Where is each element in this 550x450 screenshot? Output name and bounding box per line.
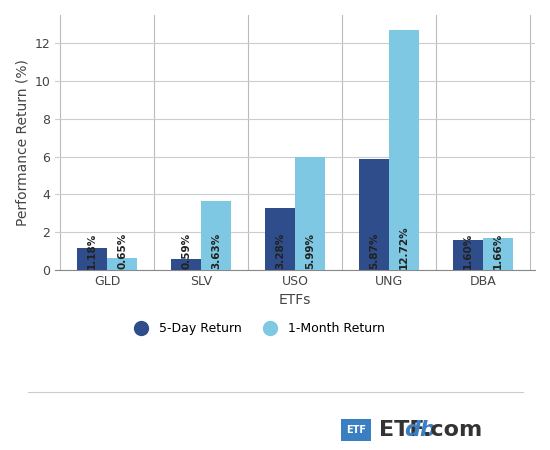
Bar — [171, 259, 201, 270]
Bar — [359, 159, 389, 270]
Text: ETF: ETF — [379, 420, 425, 440]
Bar — [389, 30, 419, 270]
Text: ETF: ETF — [346, 425, 366, 435]
Bar — [483, 238, 513, 270]
Text: 1.66%: 1.66% — [493, 233, 503, 269]
Legend: 5-Day Return, 1-Month Return: 5-Day Return, 1-Month Return — [123, 317, 390, 340]
Text: .com: .com — [422, 420, 483, 440]
Y-axis label: Performance Return (%): Performance Return (%) — [15, 59, 29, 226]
Text: 3.28%: 3.28% — [275, 233, 285, 269]
Text: 3.63%: 3.63% — [211, 233, 221, 269]
Bar — [107, 257, 138, 270]
Bar — [201, 201, 231, 270]
Bar — [453, 239, 483, 270]
Text: 0.59%: 0.59% — [181, 233, 191, 269]
Bar — [265, 208, 295, 270]
Bar — [295, 157, 325, 270]
X-axis label: ETFs: ETFs — [279, 293, 311, 307]
Bar — [77, 248, 107, 270]
Text: 1.18%: 1.18% — [87, 233, 97, 269]
Text: 1.60%: 1.60% — [463, 233, 473, 269]
Text: 5.87%: 5.87% — [369, 233, 379, 269]
Text: 5.99%: 5.99% — [305, 233, 315, 269]
Text: 0.65%: 0.65% — [117, 233, 127, 269]
Text: 12.72%: 12.72% — [399, 225, 409, 269]
Text: db: db — [404, 420, 436, 440]
